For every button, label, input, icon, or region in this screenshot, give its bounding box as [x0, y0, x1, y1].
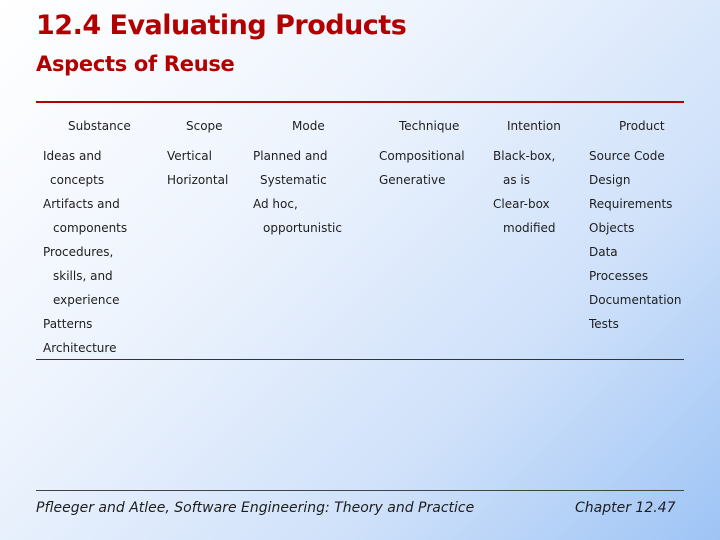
substance-item: experience	[53, 293, 120, 307]
intention-item: as is	[503, 173, 531, 187]
footer-chapter: Chapter 12.47	[575, 500, 676, 516]
header-technique: Technique	[399, 119, 460, 133]
slide-subtitle: Aspects of Reuse	[36, 52, 235, 76]
table-bottom-rule	[36, 359, 684, 360]
intention-item: Clear-box	[493, 197, 550, 211]
header-scope: Scope	[186, 119, 223, 133]
product-item: Objects	[589, 221, 635, 235]
substance-item: Procedures,	[43, 245, 114, 259]
product-item: Processes	[589, 269, 649, 283]
mode-item: Ad hoc,	[253, 197, 298, 211]
substance-item: Patterns	[43, 317, 93, 331]
product-item: Data	[589, 245, 618, 259]
footer-rule	[36, 490, 684, 491]
substance-item: concepts	[50, 173, 105, 187]
product-item: Design	[589, 173, 631, 187]
header-product: Product	[619, 119, 665, 133]
mode-item: Planned and	[253, 149, 328, 163]
header-intention: Intention	[507, 119, 561, 133]
slide-title: 12.4 Evaluating Products	[36, 10, 407, 41]
intention-item: Black-box,	[493, 149, 556, 163]
header-substance: Substance	[68, 119, 131, 133]
mode-item: opportunistic	[263, 221, 342, 235]
substance-item: Artifacts and	[43, 197, 120, 211]
product-item: Requirements	[589, 197, 673, 211]
title-divider	[36, 101, 684, 103]
product-item: Tests	[589, 317, 619, 331]
mode-item: Systematic	[260, 173, 327, 187]
product-item: Documentation	[589, 293, 682, 307]
intention-item: modified	[503, 221, 556, 235]
footer-citation: Pfleeger and Atlee, Software Engineering…	[36, 500, 475, 516]
substance-item: Architecture	[43, 341, 117, 355]
substance-item: components	[53, 221, 128, 235]
scope-item: Vertical	[167, 149, 212, 163]
technique-item: Generative	[379, 173, 446, 187]
technique-item: Compositional	[379, 149, 465, 163]
substance-item: Ideas and	[43, 149, 102, 163]
substance-item: skills, and	[53, 269, 113, 283]
scope-item: Horizontal	[167, 173, 229, 187]
product-item: Source Code	[589, 149, 665, 163]
header-mode: Mode	[292, 119, 325, 133]
